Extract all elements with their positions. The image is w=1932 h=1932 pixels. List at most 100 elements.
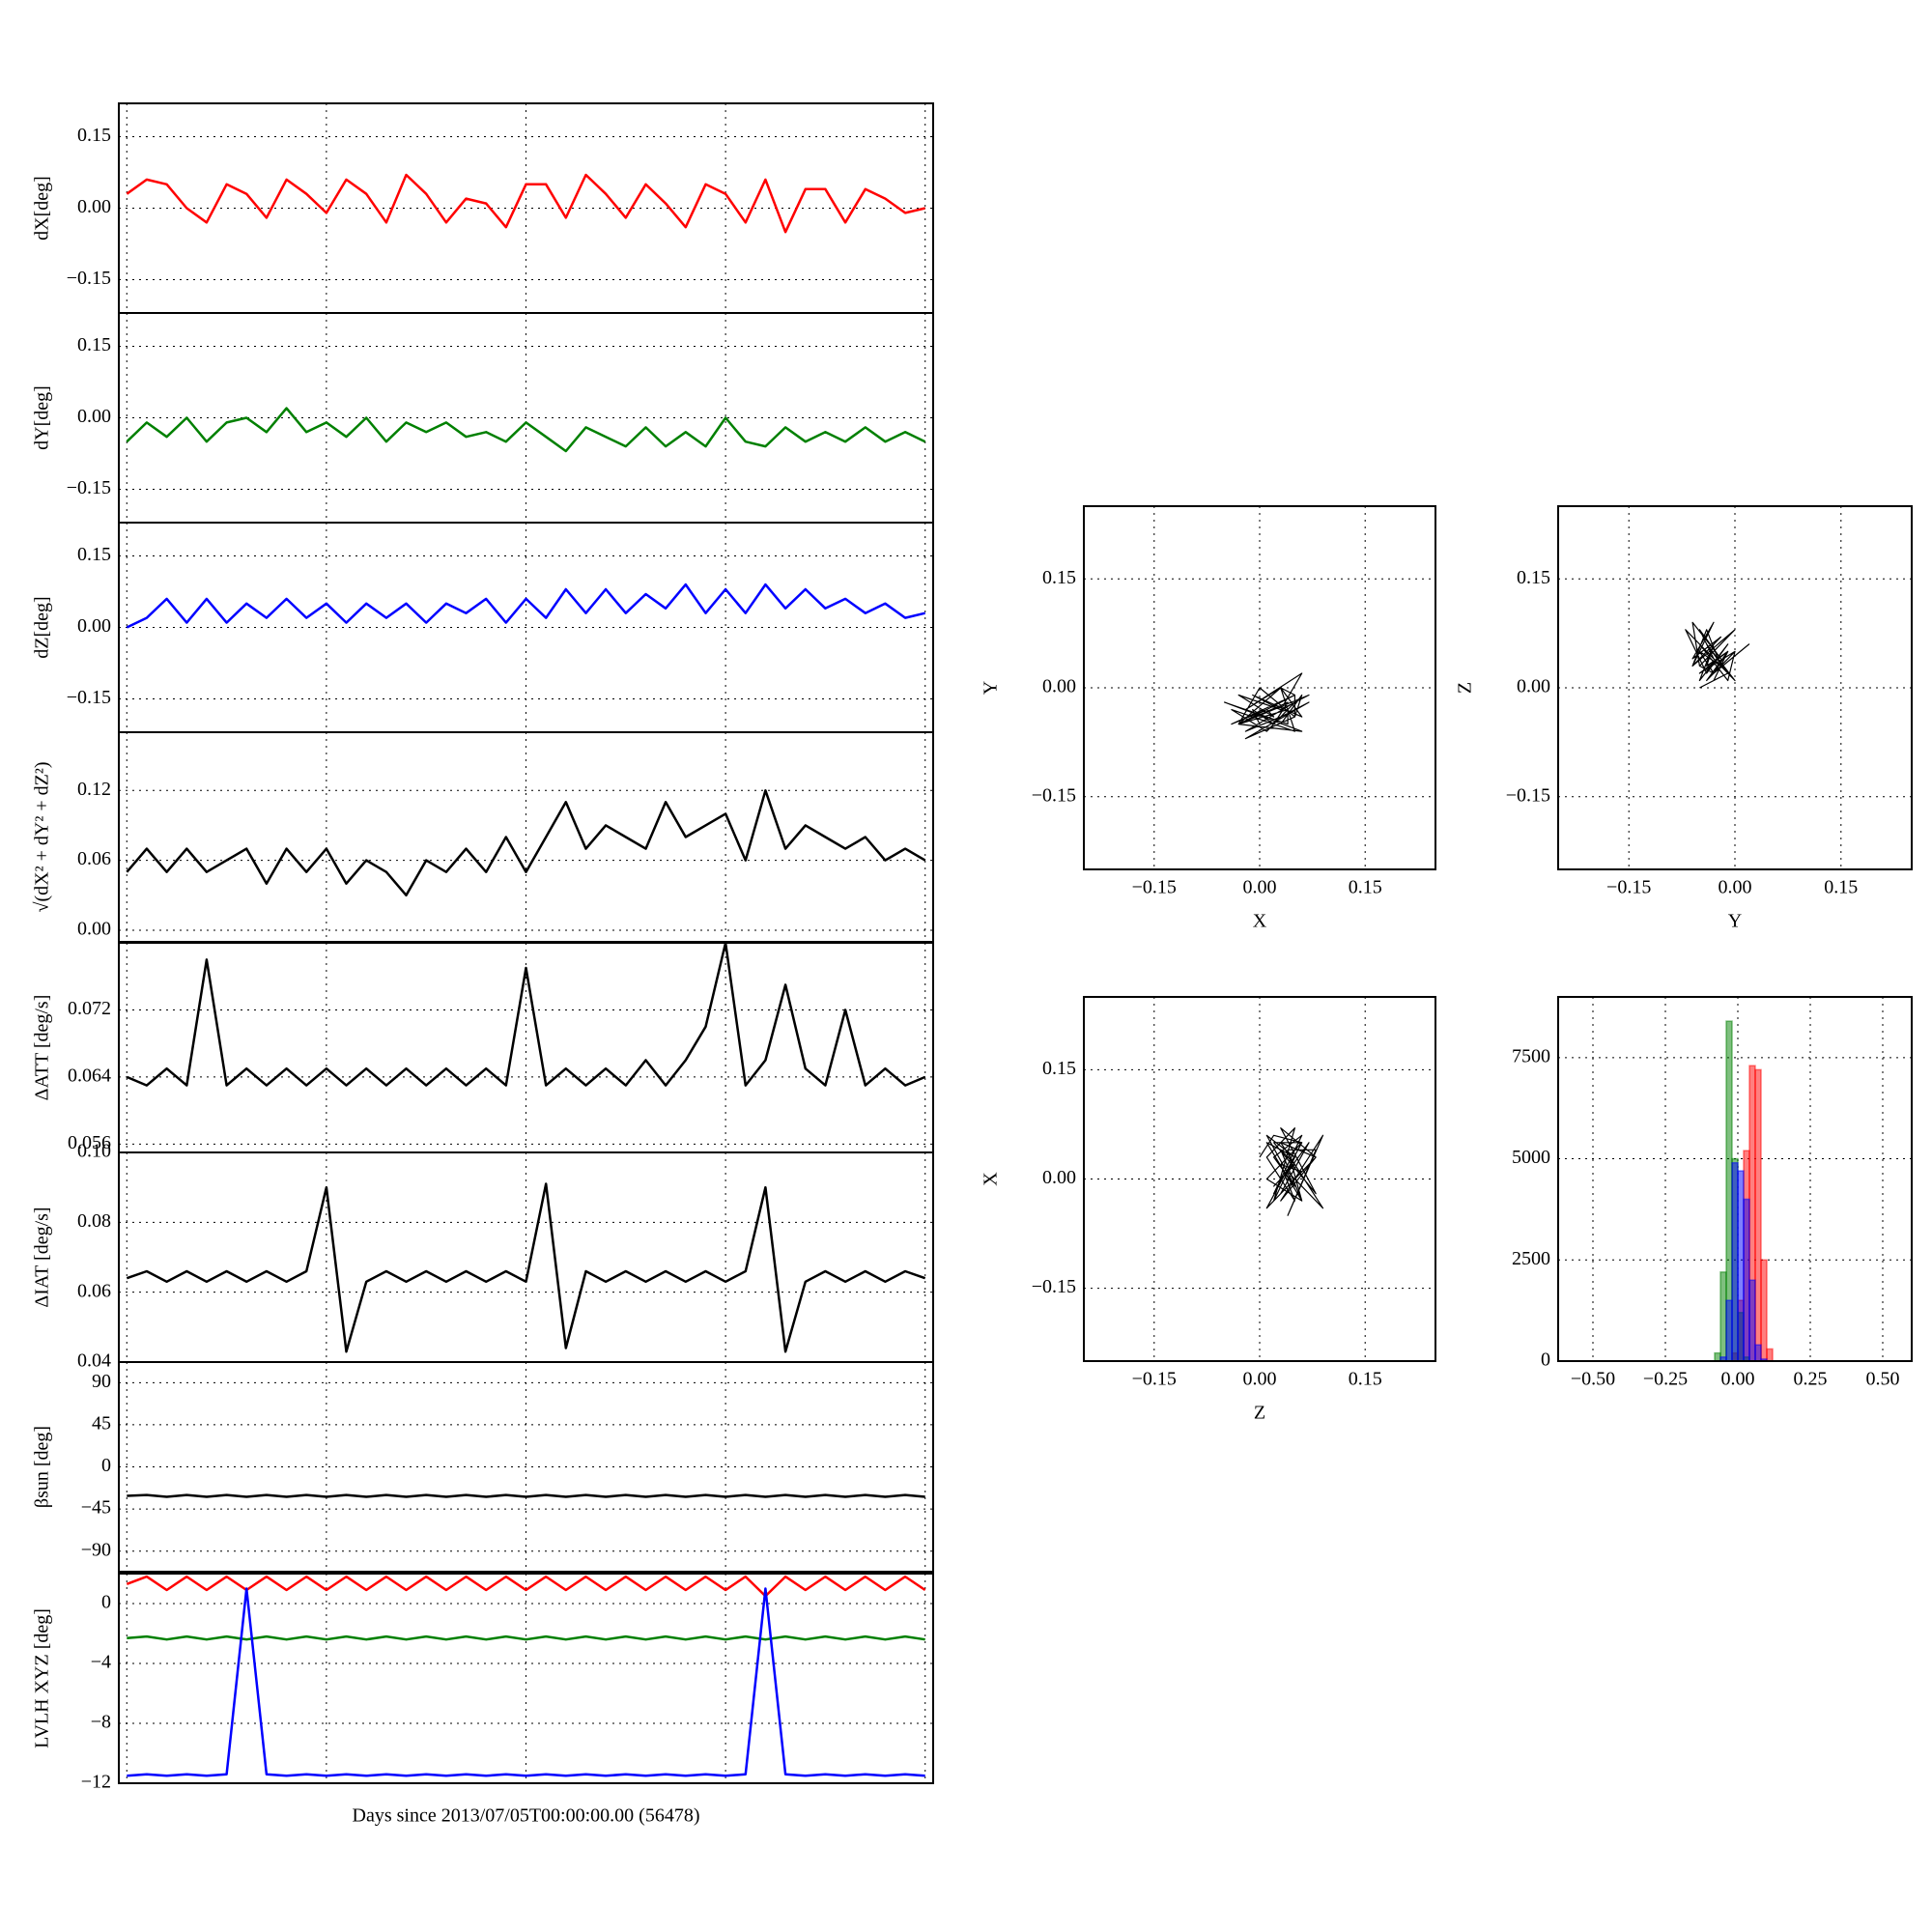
histogram-bar xyxy=(1731,1161,1739,1362)
axes-frame xyxy=(1557,505,1913,870)
x-axis-label: Y xyxy=(1728,911,1742,932)
x-tick-label: −0.15 xyxy=(1606,877,1651,898)
data-line xyxy=(1224,672,1310,740)
y-tick-label: 0.06 xyxy=(77,848,111,869)
y-tick-label: 0.15 xyxy=(1042,1058,1076,1079)
data-line xyxy=(126,582,925,629)
data-line xyxy=(127,1634,925,1641)
x-axis-label: X xyxy=(1253,911,1267,932)
x-tick-label: 0.00 xyxy=(1719,877,1752,898)
y-axis-label: Z xyxy=(1455,682,1476,694)
x-axis-label: Days since 2013/07/05T00:00:00.00 (56478… xyxy=(353,1805,700,1827)
data-line xyxy=(127,1493,925,1498)
histogram-bar xyxy=(1754,1068,1762,1362)
x-tick-label: 0.25 xyxy=(1794,1369,1828,1390)
y-tick-label: 0.15 xyxy=(77,334,111,355)
y-axis-label: βsun [deg] xyxy=(32,1426,53,1508)
histogram-bar xyxy=(1714,1351,1721,1362)
data-line xyxy=(126,173,925,234)
y-axis-label: ΔATT [deg/s] xyxy=(32,995,53,1101)
y-tick-label: 0.072 xyxy=(68,998,111,1019)
y-tick-label: −0.15 xyxy=(1506,784,1550,806)
x-tick-label: 0.15 xyxy=(1349,1369,1382,1390)
x-tick-label: 0.00 xyxy=(1721,1369,1755,1390)
y-tick-label: 90 xyxy=(92,1371,111,1392)
y-axis-label: LVLH XYZ [deg] xyxy=(32,1608,53,1748)
axes-frame xyxy=(118,1361,934,1573)
histogram-bar xyxy=(1748,1279,1756,1362)
data-line xyxy=(126,1182,926,1353)
axes-frame xyxy=(1083,505,1436,870)
x-tick-label: −0.15 xyxy=(1132,1369,1177,1390)
y-tick-label: 5000 xyxy=(1512,1147,1550,1168)
x-tick-label: −0.15 xyxy=(1132,877,1177,898)
histogram-bar xyxy=(1737,1170,1745,1362)
axes-frame xyxy=(118,1573,934,1784)
y-axis-label: ΔIAT [deg/s] xyxy=(32,1207,53,1307)
y-tick-label: −0.15 xyxy=(67,268,111,289)
data-line xyxy=(126,1575,926,1598)
x-tick-label: −0.50 xyxy=(1571,1369,1615,1390)
y-tick-label: 0.12 xyxy=(77,779,111,800)
y-axis-label: dY[deg] xyxy=(32,385,53,450)
y-tick-label: 0.00 xyxy=(1042,676,1076,697)
x-tick-label: 0.15 xyxy=(1349,877,1382,898)
axes-frame xyxy=(1557,996,1913,1362)
data-line xyxy=(127,1587,925,1777)
y-axis-label: X xyxy=(980,1172,1002,1186)
y-tick-label: −45 xyxy=(81,1497,111,1519)
y-axis-label: dZ[deg] xyxy=(32,596,53,658)
histogram-bar xyxy=(1743,1198,1750,1362)
x-axis-label: Z xyxy=(1254,1403,1265,1424)
y-tick-label: 0.10 xyxy=(77,1141,111,1162)
y-tick-label: 0.00 xyxy=(1042,1167,1076,1188)
data-line xyxy=(126,941,926,1087)
axes-frame xyxy=(118,1151,934,1363)
x-tick-label: 0.50 xyxy=(1866,1369,1900,1390)
y-tick-label: 0.00 xyxy=(1517,676,1550,697)
y-tick-label: 0.00 xyxy=(77,615,111,637)
data-line xyxy=(1259,1127,1324,1216)
y-tick-label: 0.15 xyxy=(77,544,111,565)
y-tick-label: −12 xyxy=(81,1772,111,1793)
x-tick-label: 0.15 xyxy=(1824,877,1858,898)
y-tick-label: 0 xyxy=(101,1592,111,1613)
y-tick-label: 0.15 xyxy=(77,125,111,146)
axes-frame xyxy=(118,731,934,943)
y-tick-label: 0.06 xyxy=(77,1280,111,1301)
y-tick-label: 7500 xyxy=(1512,1045,1550,1066)
histogram-bar xyxy=(1754,1344,1762,1362)
y-axis-label: Y xyxy=(980,681,1002,695)
histogram-bar xyxy=(1719,1271,1727,1362)
y-tick-label: 0.04 xyxy=(77,1350,111,1372)
y-tick-label: 2500 xyxy=(1512,1248,1550,1269)
histogram-bar xyxy=(1725,1299,1733,1362)
y-axis-label: dX[deg] xyxy=(32,176,53,241)
y-tick-label: −0.15 xyxy=(67,477,111,498)
x-tick-label: 0.00 xyxy=(1243,1369,1277,1390)
y-tick-label: 45 xyxy=(92,1413,111,1435)
y-tick-label: 0.08 xyxy=(77,1210,111,1232)
y-tick-label: 0.056 xyxy=(68,1132,111,1153)
y-tick-label: 0.064 xyxy=(68,1065,111,1086)
y-tick-label: −0.15 xyxy=(67,687,111,708)
y-tick-label: −8 xyxy=(91,1712,111,1733)
y-tick-label: −4 xyxy=(91,1652,111,1673)
y-tick-label: 0.00 xyxy=(77,406,111,427)
y-tick-label: 0 xyxy=(1541,1350,1550,1371)
y-tick-label: 0.15 xyxy=(1042,567,1076,588)
y-axis-label: √(dX² + dY² + dZ²) xyxy=(32,762,53,913)
x-tick-label: −0.25 xyxy=(1643,1369,1688,1390)
y-tick-label: −90 xyxy=(81,1539,111,1560)
histogram-bar xyxy=(1766,1348,1774,1362)
axes-frame xyxy=(1083,996,1436,1362)
x-tick-label: 0.00 xyxy=(1243,877,1277,898)
y-tick-label: 0 xyxy=(101,1455,111,1476)
y-tick-label: 0.15 xyxy=(1517,567,1550,588)
y-tick-label: 0.00 xyxy=(77,919,111,940)
y-tick-label: −0.15 xyxy=(1032,1276,1076,1297)
data-line xyxy=(126,407,926,453)
data-line xyxy=(1685,621,1750,689)
data-line xyxy=(126,789,926,897)
